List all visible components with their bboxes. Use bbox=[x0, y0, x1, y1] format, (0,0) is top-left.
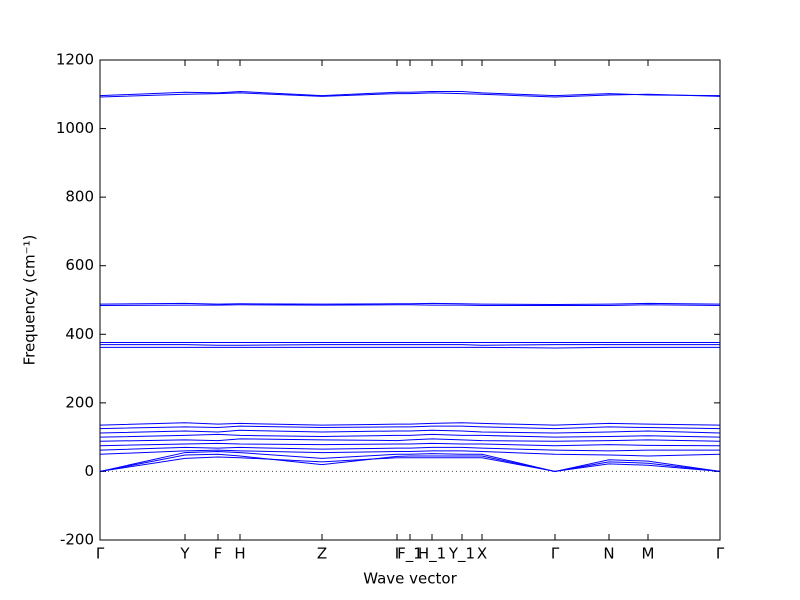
x-tick-label: Z bbox=[317, 545, 327, 563]
band-line bbox=[99, 302, 721, 305]
y-tick-label: 1000 bbox=[56, 119, 94, 137]
band-line bbox=[99, 304, 721, 306]
y-tick-label: 200 bbox=[65, 393, 94, 411]
y-tick-label: 600 bbox=[65, 256, 94, 274]
x-tick-label: Y bbox=[179, 545, 190, 563]
x-tick-label: H bbox=[234, 545, 245, 563]
band-line bbox=[99, 442, 721, 447]
x-tick-label: I bbox=[395, 545, 399, 563]
plot-frame bbox=[99, 59, 721, 541]
x-tick-label: Γ bbox=[551, 545, 560, 563]
band-line bbox=[99, 449, 721, 457]
x-tick-label: M bbox=[642, 545, 655, 563]
band-line bbox=[99, 422, 721, 426]
x-axis-label: Wave vector bbox=[363, 570, 457, 588]
x-tick-label: F bbox=[214, 545, 223, 563]
band-line bbox=[100, 344, 720, 346]
band-line bbox=[99, 456, 721, 472]
x-tick-label: F_1 bbox=[397, 545, 423, 564]
y-tick-label: 0 bbox=[84, 462, 94, 480]
band-line bbox=[99, 453, 721, 472]
x-tick-label: Γ bbox=[96, 545, 105, 563]
band-line bbox=[100, 346, 720, 349]
band-line bbox=[99, 425, 721, 430]
x-tick-label: N bbox=[603, 545, 614, 563]
y-tick-label: 400 bbox=[65, 325, 94, 343]
band-line bbox=[99, 429, 721, 434]
y-tick-label: 1200 bbox=[56, 51, 94, 69]
band-line bbox=[99, 446, 720, 452]
x-tick-label: Γ bbox=[716, 545, 725, 563]
band-line bbox=[99, 438, 721, 442]
x-tick-label: Y_1 bbox=[448, 545, 475, 564]
x-tick-label: X bbox=[477, 545, 487, 563]
y-tick-label: 800 bbox=[65, 188, 94, 206]
band-line bbox=[99, 91, 721, 97]
band-line bbox=[99, 433, 721, 438]
y-tick-label: -200 bbox=[60, 531, 94, 549]
y-axis-label: Frequency (cm⁻¹) bbox=[21, 235, 39, 366]
x-tick-label: H_1 bbox=[418, 545, 446, 564]
band-line bbox=[99, 92, 721, 98]
band-line bbox=[99, 451, 721, 472]
